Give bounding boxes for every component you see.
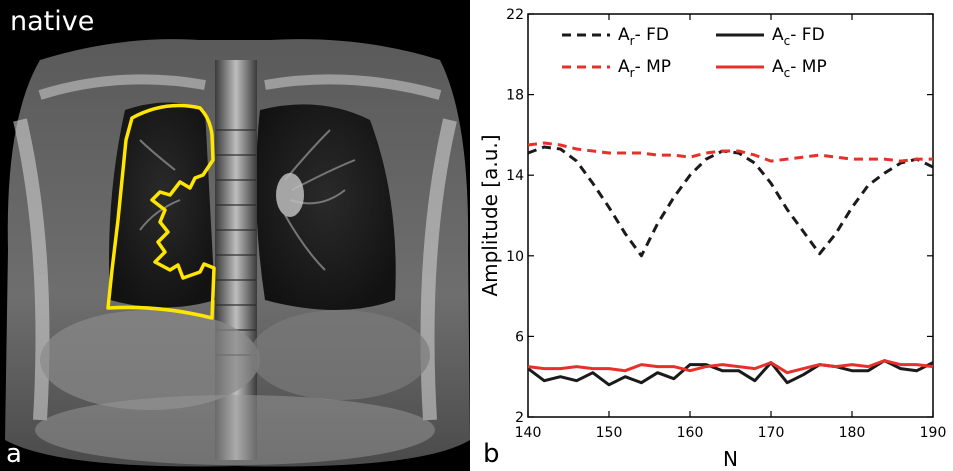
mri-coronal-image (5, 39, 470, 467)
series-line-0 (527, 145, 934, 258)
y-tick-label: 14 (506, 168, 524, 184)
series-line-2 (527, 141, 933, 163)
spleen (250, 310, 430, 400)
lung-right (256, 104, 396, 310)
y-tick-label: 10 (506, 249, 524, 265)
legend-label-3: Ac- MP (772, 57, 827, 80)
y-tick-label: 2 (515, 410, 524, 426)
panel-letter-b: b (483, 439, 500, 469)
clavicle-right (264, 74, 442, 100)
panel-letter-a: a (6, 439, 22, 469)
axes-frame (527, 13, 934, 418)
legend: Ar- FD Ac- FD Ar- MP Ac- MP (562, 25, 827, 80)
x-tick-label: 190 (920, 425, 947, 441)
mri-image-panel: native a (0, 0, 470, 471)
arm-left (13, 118, 50, 421)
ticks-layer: 140 150 160 170 180 190 2 6 10 14 18 22 (506, 7, 946, 441)
x-tick-label: 160 (677, 425, 704, 441)
legend-label-1: Ac- FD (772, 25, 825, 48)
plot-frame (527, 13, 934, 418)
x-tick-label: 170 (758, 425, 785, 441)
x-tick-label: 150 (596, 425, 623, 441)
y-tick-label: 18 (506, 88, 524, 104)
x-tick-label: 180 (839, 425, 866, 441)
series-line-3 (527, 359, 934, 375)
y-tick-label: 22 (506, 7, 524, 23)
y-axis-label: Amplitude [a.u.] (478, 134, 502, 296)
liver (40, 310, 260, 410)
series-layer (527, 141, 934, 387)
image-label: native (10, 6, 95, 37)
hilum-right (276, 173, 304, 217)
y-tick-label: 6 (515, 329, 524, 345)
legend-label-2: Ar- MP (618, 57, 671, 80)
lung-left (109, 102, 215, 308)
x-tick-label: 140 (515, 425, 542, 441)
series-line-1 (527, 359, 934, 387)
clavicle-left (38, 74, 206, 100)
amplitude-chart: 140 150 160 170 180 190 2 6 10 14 18 22 Ar- FD Ac- F… (478, 7, 946, 471)
lung-roi-outline (106, 103, 216, 320)
legend-label-0: Ar- FD (618, 25, 669, 48)
lower-abdomen (35, 395, 435, 465)
arm-right (420, 118, 457, 421)
x-axis-label: N (723, 447, 738, 471)
